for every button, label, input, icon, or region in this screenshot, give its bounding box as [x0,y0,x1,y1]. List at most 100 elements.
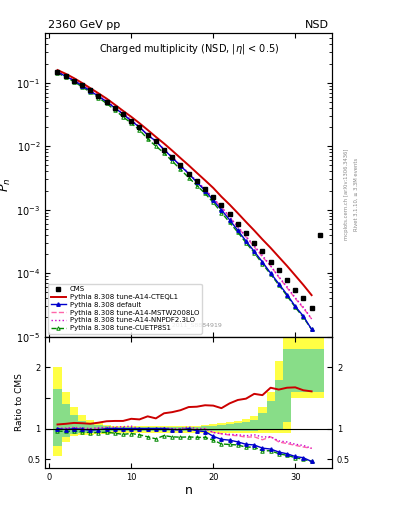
Pythia 8.308 default [252,248,257,254]
Pythia 8.308 default [293,303,298,309]
Pythia 8.308 tune-A14-CTEQL1 [104,96,109,102]
Pythia 8.308 tune-CUETP8S1 [293,304,298,310]
Text: Charged multiplicity (NSD, $|\eta|$ < 0.5): Charged multiplicity (NSD, $|\eta|$ < 0.… [99,42,279,56]
Pythia 8.308 tune-A14-NNPDF2.3LO [260,252,265,259]
Bar [226,424,234,431]
Pythia 8.308 default [219,207,224,213]
Pythia 8.308 tune-A14-NNPDF2.3LO [227,214,232,220]
Pythia 8.308 default [154,138,158,144]
Pythia 8.308 tune-A14-MSTW2008LO [80,82,84,89]
Pythia 8.308 default [80,82,84,89]
Pythia 8.308 tune-A14-CTEQL1 [252,227,257,233]
Pythia 8.308 tune-A14-NNPDF2.3LO [244,233,248,240]
Bar [307,349,316,392]
Pythia 8.308 default [170,155,174,161]
Pythia 8.308 tune-A14-MSTW2008LO [186,170,191,177]
Pythia 8.308 default [145,132,150,138]
Legend: CMS, Pythia 8.308 tune-A14-CTEQL1, Pythia 8.308 default, Pythia 8.308 tune-A14-M: CMS, Pythia 8.308 tune-A14-CTEQL1, Pythi… [48,284,202,334]
Pythia 8.308 tune-A14-NNPDF2.3LO [309,316,314,322]
Bar [307,318,316,398]
Pythia 8.308 tune-A14-MSTW2008LO [276,274,281,281]
Pythia 8.308 tune-A14-NNPDF2.3LO [252,243,257,249]
Bar [160,428,168,431]
CMS [55,69,60,75]
Bar [226,422,234,433]
CMS [178,162,183,168]
Pythia 8.308 tune-CUETP8S1 [170,158,174,164]
Pythia 8.308 tune-CUETP8S1 [260,261,265,267]
Pythia 8.308 tune-CUETP8S1 [309,326,314,332]
Pythia 8.308 tune-A14-CTEQL1 [227,202,232,208]
CMS [129,118,134,124]
Pythia 8.308 tune-CUETP8S1 [244,240,248,246]
Pythia 8.308 default [195,179,199,185]
CMS [252,240,257,246]
Pythia 8.308 tune-A14-MSTW2008LO [203,186,208,193]
CMS [227,211,232,217]
X-axis label: n: n [185,484,193,497]
CMS [203,186,208,193]
Pythia 8.308 tune-CUETP8S1 [235,229,240,236]
Pythia 8.308 tune-A14-CTEQL1 [55,67,60,73]
Pythia 8.308 tune-CUETP8S1 [301,314,306,321]
Pythia 8.308 tune-A14-MSTW2008LO [285,285,289,291]
CMS [88,87,93,93]
CMS [154,138,158,144]
CMS [301,295,306,302]
Pythia 8.308 tune-CUETP8S1 [121,114,125,120]
Pythia 8.308 tune-A14-CTEQL1 [112,101,117,108]
CMS [285,277,289,283]
Pythia 8.308 tune-A14-MSTW2008LO [112,105,117,111]
CMS [96,93,101,99]
Pythia 8.308 default [137,124,142,130]
Bar [193,425,201,433]
Pythia 8.308 tune-A14-MSTW2008LO [211,196,216,202]
Bar [217,425,226,431]
Pythia 8.308 default [285,291,289,297]
Bar [78,415,86,435]
Pythia 8.308 tune-A14-NNPDF2.3LO [301,304,306,310]
Bar [103,425,111,434]
Pythia 8.308 tune-A14-CTEQL1 [80,80,84,86]
Bar [176,426,185,433]
Bar [86,424,94,433]
Line: CMS: CMS [55,70,322,311]
Pythia 8.308 tune-A14-MSTW2008LO [227,214,232,220]
Pythia 8.308 tune-A14-NNPDF2.3LO [55,69,60,75]
Pythia 8.308 tune-A14-CTEQL1 [88,85,93,91]
Bar [299,349,307,392]
Pythia 8.308 default [309,326,314,332]
Bar [266,401,275,430]
Pythia 8.308 tune-A14-MSTW2008LO [129,118,134,124]
Bar [299,318,307,398]
Pythia 8.308 default [104,99,109,105]
Pythia 8.308 tune-A14-CTEQL1 [309,292,314,298]
Pythia 8.308 default [268,270,273,276]
Pythia 8.308 tune-A14-MSTW2008LO [162,146,166,153]
Pythia 8.308 tune-A14-MSTW2008LO [104,99,109,105]
Pythia 8.308 tune-A14-MSTW2008LO [154,138,158,144]
Pythia 8.308 tune-A14-CTEQL1 [72,75,76,81]
Pythia 8.308 tune-A14-NNPDF2.3LO [72,77,76,83]
Pythia 8.308 default [178,163,183,169]
Pythia 8.308 tune-A14-NNPDF2.3LO [88,87,93,93]
Pythia 8.308 tune-A14-CTEQL1 [178,155,183,161]
Pythia 8.308 tune-A14-NNPDF2.3LO [162,146,166,153]
Pythia 8.308 tune-A14-CTEQL1 [137,120,142,126]
Pythia 8.308 tune-A14-CTEQL1 [235,210,240,216]
Pythia 8.308 tune-CUETP8S1 [96,95,101,101]
Pythia 8.308 tune-A14-NNPDF2.3LO [211,196,216,202]
Pythia 8.308 tune-A14-CTEQL1 [285,263,289,269]
Pythia 8.308 tune-A14-CTEQL1 [276,254,281,260]
Pythia 8.308 tune-A14-MSTW2008LO [244,234,248,240]
Bar [291,318,299,398]
Pythia 8.308 tune-A14-MSTW2008LO [219,204,224,210]
Pythia 8.308 tune-A14-CTEQL1 [145,127,150,133]
CMS [268,259,273,265]
CMS [121,111,125,117]
Pythia 8.308 tune-A14-CTEQL1 [293,272,298,279]
Pythia 8.308 default [96,93,101,99]
Y-axis label: $P_n$: $P_n$ [0,178,13,192]
Bar [275,361,283,433]
Bar [119,428,127,431]
